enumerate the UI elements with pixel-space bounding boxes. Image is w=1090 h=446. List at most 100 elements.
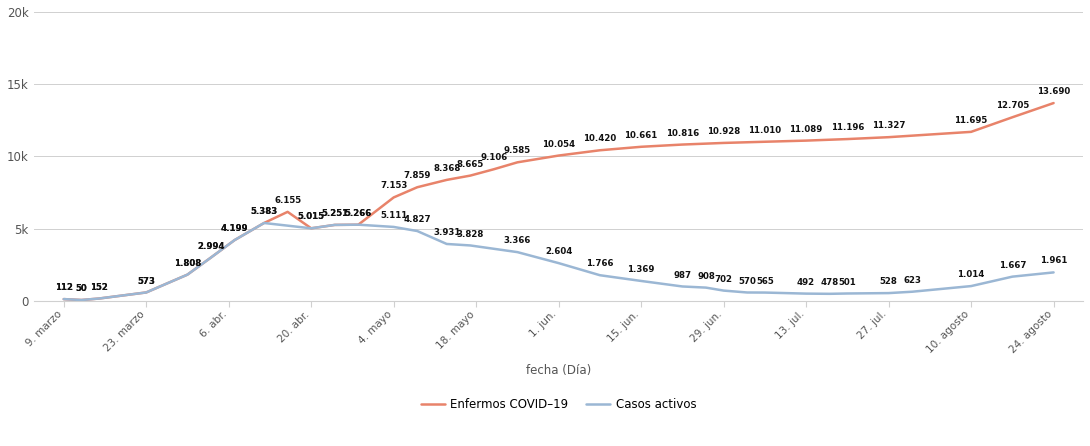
Text: 10.420: 10.420 bbox=[583, 134, 617, 143]
Text: 9.106: 9.106 bbox=[481, 153, 508, 162]
Enfermos COVID–19 bbox=[1006, 115, 1019, 120]
Legend: Enfermos COVID–19, Casos activos: Enfermos COVID–19, Casos activos bbox=[416, 394, 701, 416]
Enfermos COVID–19 bbox=[281, 209, 294, 215]
Enfermos COVID–19 bbox=[304, 226, 317, 231]
Text: 4.199: 4.199 bbox=[221, 224, 249, 233]
Text: 10.661: 10.661 bbox=[625, 131, 657, 140]
Text: 987: 987 bbox=[674, 271, 691, 280]
Text: 1.808: 1.808 bbox=[173, 259, 201, 268]
Text: 5.111: 5.111 bbox=[380, 211, 408, 220]
Enfermos COVID–19 bbox=[75, 297, 88, 303]
Text: 5.266: 5.266 bbox=[344, 209, 372, 218]
Text: 5.015: 5.015 bbox=[298, 212, 325, 221]
Enfermos COVID–19 bbox=[511, 160, 524, 165]
Enfermos COVID–19 bbox=[205, 255, 218, 260]
Text: 50: 50 bbox=[75, 284, 87, 293]
Enfermos COVID–19 bbox=[463, 173, 476, 178]
Enfermos COVID–19 bbox=[487, 166, 500, 172]
Casos activos bbox=[440, 241, 453, 247]
Text: 152: 152 bbox=[90, 283, 108, 292]
Text: 2.994: 2.994 bbox=[197, 242, 225, 251]
Text: 1.961: 1.961 bbox=[1040, 256, 1067, 265]
Text: 1.766: 1.766 bbox=[586, 259, 614, 268]
Text: 11.089: 11.089 bbox=[789, 125, 823, 134]
Casos activos bbox=[75, 297, 88, 303]
Text: 570: 570 bbox=[738, 277, 756, 285]
Enfermos COVID–19 bbox=[1047, 100, 1061, 106]
Text: 5.251: 5.251 bbox=[322, 209, 349, 218]
Casos activos bbox=[181, 272, 194, 277]
Line: Enfermos COVID–19: Enfermos COVID–19 bbox=[63, 103, 1054, 300]
Text: 50: 50 bbox=[75, 284, 87, 293]
Text: 5.015: 5.015 bbox=[298, 212, 325, 221]
Text: 10.054: 10.054 bbox=[542, 140, 576, 149]
Text: 112: 112 bbox=[54, 283, 73, 292]
Text: 528: 528 bbox=[880, 277, 897, 286]
Text: 8.665: 8.665 bbox=[457, 160, 484, 169]
Casos activos bbox=[57, 297, 70, 302]
Enfermos COVID–19 bbox=[57, 297, 70, 302]
Enfermos COVID–19 bbox=[553, 153, 566, 158]
Enfermos COVID–19 bbox=[328, 222, 341, 227]
Text: 2.604: 2.604 bbox=[545, 247, 572, 256]
Casos activos bbox=[352, 222, 365, 227]
Casos activos bbox=[553, 260, 566, 266]
Text: 13.690: 13.690 bbox=[1037, 87, 1070, 96]
Enfermos COVID–19 bbox=[676, 142, 689, 147]
Casos activos bbox=[387, 224, 400, 230]
Text: 12.705: 12.705 bbox=[996, 101, 1029, 110]
Enfermos COVID–19 bbox=[228, 237, 241, 243]
Text: 7.153: 7.153 bbox=[380, 182, 408, 190]
Casos activos bbox=[511, 249, 524, 255]
Casos activos bbox=[906, 289, 919, 294]
Text: 478: 478 bbox=[821, 278, 839, 287]
Casos activos bbox=[228, 237, 241, 243]
Text: 623: 623 bbox=[904, 276, 921, 285]
Text: 5.251: 5.251 bbox=[322, 209, 349, 218]
Text: 565: 565 bbox=[756, 277, 774, 285]
Casos activos bbox=[965, 283, 978, 289]
Text: 573: 573 bbox=[137, 277, 155, 285]
Enfermos COVID–19 bbox=[593, 148, 606, 153]
Enfermos COVID–19 bbox=[411, 185, 424, 190]
Text: 5.383: 5.383 bbox=[251, 207, 278, 216]
Casos activos bbox=[700, 285, 713, 290]
Casos activos bbox=[593, 273, 606, 278]
Text: 1.014: 1.014 bbox=[957, 270, 984, 279]
Casos activos bbox=[1047, 270, 1061, 275]
Casos activos bbox=[411, 228, 424, 234]
Text: 501: 501 bbox=[838, 277, 857, 286]
Text: 10.816: 10.816 bbox=[666, 128, 699, 138]
Casos activos bbox=[840, 291, 853, 296]
Casos activos bbox=[257, 220, 270, 226]
Enfermos COVID–19 bbox=[717, 140, 730, 145]
Enfermos COVID–19 bbox=[800, 138, 813, 143]
Enfermos COVID–19 bbox=[759, 139, 772, 145]
Casos activos bbox=[328, 222, 341, 227]
Casos activos bbox=[304, 226, 317, 231]
Text: 1.808: 1.808 bbox=[173, 259, 201, 268]
Enfermos COVID–19 bbox=[965, 129, 978, 135]
Text: 908: 908 bbox=[697, 272, 715, 281]
Text: 152: 152 bbox=[90, 283, 108, 292]
Text: 573: 573 bbox=[137, 277, 155, 285]
Text: 3.828: 3.828 bbox=[457, 230, 484, 239]
Casos activos bbox=[634, 278, 647, 284]
Casos activos bbox=[759, 290, 772, 295]
Casos activos bbox=[882, 290, 895, 296]
Text: 8.368: 8.368 bbox=[433, 164, 460, 173]
Text: 7.859: 7.859 bbox=[403, 171, 431, 180]
Enfermos COVID–19 bbox=[840, 136, 853, 142]
Text: 1.369: 1.369 bbox=[628, 265, 655, 274]
X-axis label: fecha (Día): fecha (Día) bbox=[526, 363, 591, 376]
Enfermos COVID–19 bbox=[387, 195, 400, 200]
Text: 3.366: 3.366 bbox=[504, 236, 531, 245]
Casos activos bbox=[717, 288, 730, 293]
Casos activos bbox=[800, 291, 813, 296]
Casos activos bbox=[741, 290, 754, 295]
Text: 11.327: 11.327 bbox=[872, 121, 906, 130]
Line: Casos activos: Casos activos bbox=[63, 223, 1054, 300]
Text: 10.928: 10.928 bbox=[707, 127, 740, 136]
Casos activos bbox=[823, 291, 836, 297]
Enfermos COVID–19 bbox=[93, 296, 106, 301]
